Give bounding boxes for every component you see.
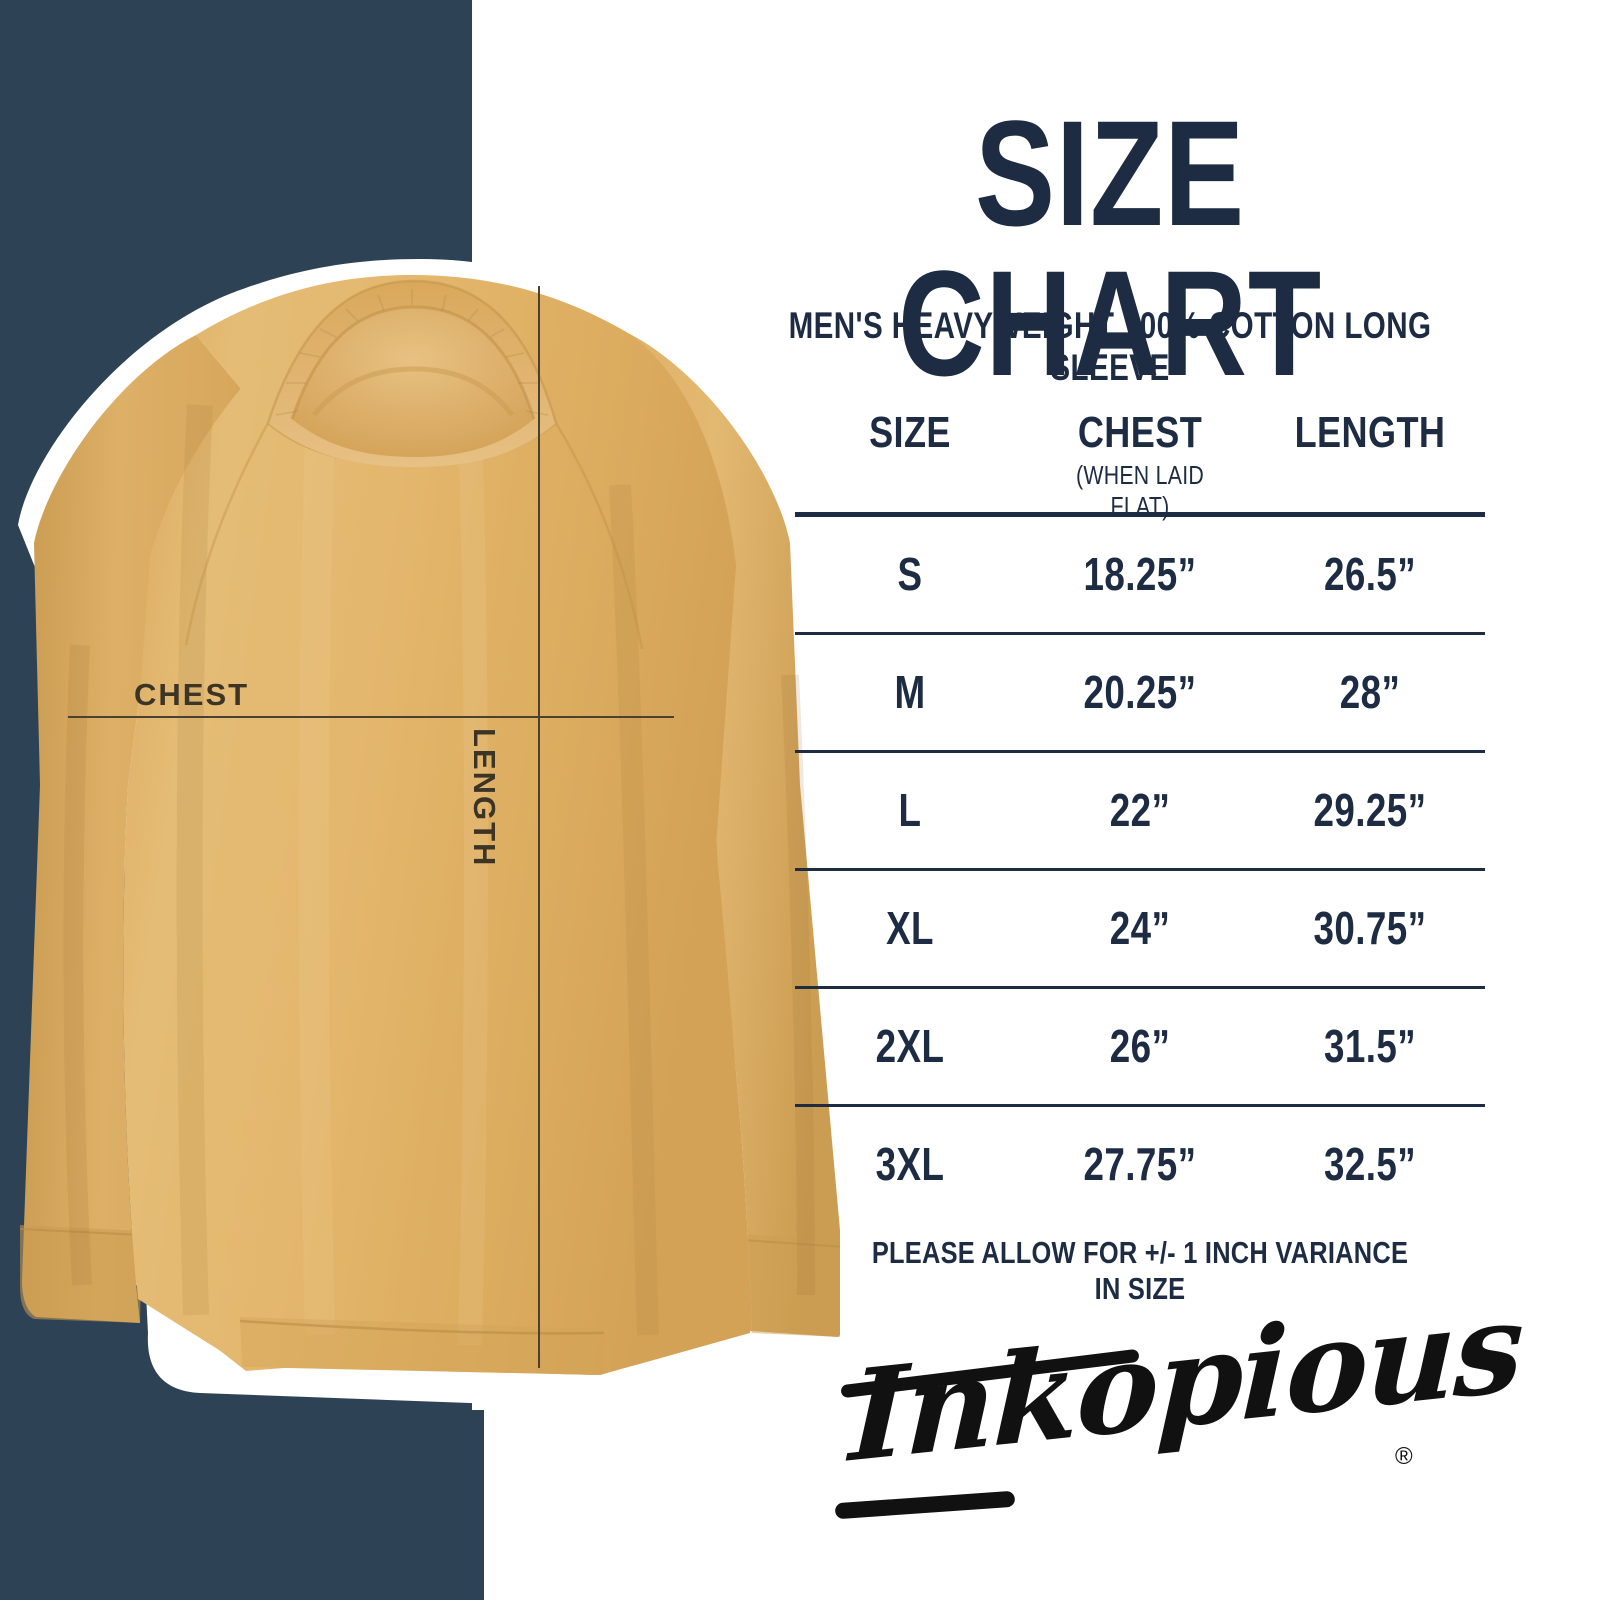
- logo-brush-stroke-bottom: [834, 1490, 1016, 1520]
- column-header-length: LENGTH: [1294, 408, 1446, 457]
- column-header-chest-subtitle: (WHEN LAID FLAT): [1075, 460, 1205, 521]
- table-row: XL 24” 30.75”: [795, 871, 1485, 986]
- chest-measurement-label: CHEST: [134, 677, 250, 712]
- shirt-collar-rib-inner: [290, 305, 536, 420]
- shirt-left-cuff: [20, 1225, 142, 1323]
- cell-length: 30.75”: [1313, 902, 1427, 954]
- table-row-divider: [795, 750, 1485, 753]
- shirt-hem-stitch: [239, 1319, 605, 1335]
- chest-measurement-line: [68, 716, 674, 718]
- shirt-fabric-shading: [63, 404, 815, 1346]
- length-measurement-label: LENGTH: [467, 728, 502, 868]
- table-row: 3XL 27.75” 32.5”: [795, 1107, 1485, 1222]
- size-table: SIZE CHEST LENGTH (WHEN LAID FLAT) S 18.…: [795, 408, 1485, 1222]
- variance-note: PLEASE ALLOW FOR +/- 1 INCH VARIANCE IN …: [871, 1235, 1409, 1306]
- cell-size: M: [894, 666, 926, 718]
- table-header-rule: [795, 512, 1485, 517]
- column-header-chest: CHEST: [1077, 408, 1203, 457]
- table-row-divider: [795, 1104, 1485, 1107]
- column-header-size: SIZE: [869, 408, 951, 457]
- table-row: S 18.25” 26.5”: [795, 517, 1485, 632]
- length-measurement-line: [538, 286, 540, 1368]
- page-title: SIZE CHART: [898, 89, 1322, 407]
- shirt-right-sleeve: [556, 333, 840, 1337]
- cell-length: 32.5”: [1323, 1138, 1417, 1190]
- cell-size: XL: [886, 902, 934, 954]
- shirt-collar-rib-outer: [266, 279, 558, 424]
- cell-chest: 26”: [1109, 1020, 1171, 1072]
- cell-chest: 24”: [1109, 902, 1171, 954]
- cell-length: 29.25”: [1313, 784, 1427, 836]
- shirt-collar-ribbing: [275, 289, 549, 416]
- cell-size: 3XL: [875, 1138, 945, 1190]
- cell-chest: 22”: [1109, 784, 1171, 836]
- registered-trademark-icon: ®: [1395, 1443, 1413, 1470]
- shirt-body-fill: [126, 281, 751, 1375]
- brand-logo: Inkopious ®: [810, 1274, 1524, 1545]
- table-row-divider: [795, 986, 1485, 989]
- shirt-right-cuff: [726, 1233, 840, 1337]
- cell-size: L: [898, 784, 922, 836]
- page-subtitle: MEN'S HEAVYWEIGHT 100% COTTON LONG SLEEV…: [788, 305, 1432, 388]
- table-row: 2XL 26” 31.5”: [795, 989, 1485, 1104]
- shirt-neck-opening: [292, 307, 534, 457]
- shirt-left-sleeve: [22, 335, 268, 1323]
- chart-content-panel: SIZE CHART MEN'S HEAVYWEIGHT 100% COTTON…: [700, 0, 1600, 1600]
- cell-chest: 20.25”: [1083, 666, 1197, 718]
- shirt-neck-tape: [312, 366, 514, 417]
- shirt-illustration: [18, 259, 840, 1416]
- cell-length: 31.5”: [1323, 1020, 1417, 1072]
- table-row: L 22” 29.25”: [795, 753, 1485, 868]
- table-row-divider: [795, 632, 1485, 635]
- shirt-hem: [240, 1317, 604, 1375]
- cell-chest: 27.75”: [1083, 1138, 1197, 1190]
- cell-size: 2XL: [875, 1020, 945, 1072]
- cell-chest: 18.25”: [1083, 548, 1197, 600]
- cell-length: 26.5”: [1323, 548, 1417, 600]
- table-row: M 20.25” 28”: [795, 635, 1485, 750]
- cell-length: 28”: [1339, 666, 1401, 718]
- table-row-divider: [795, 868, 1485, 871]
- shirt-image: [0, 225, 840, 1455]
- measurement-overlay: CHEST LENGTH: [68, 286, 674, 1368]
- navy-background-panel-lower: [0, 1410, 484, 1600]
- table-header-row: SIZE CHEST LENGTH (WHEN LAID FLAT): [795, 408, 1485, 521]
- cell-size: S: [897, 548, 923, 600]
